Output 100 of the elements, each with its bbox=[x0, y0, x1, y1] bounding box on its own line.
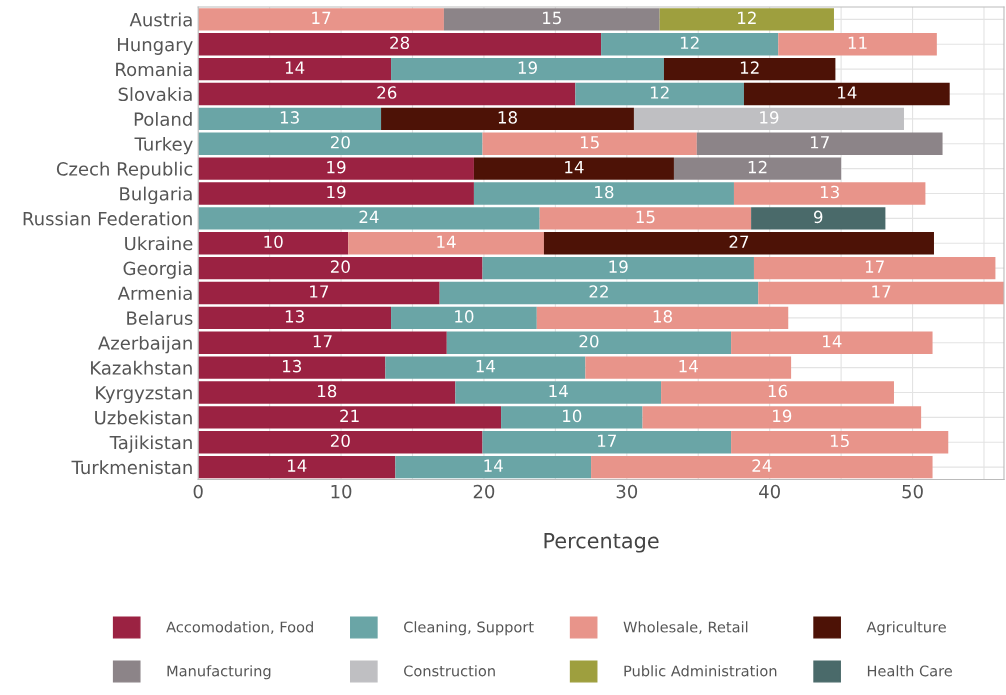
bar bbox=[198, 207, 540, 230]
y-tick-label: Ukraine bbox=[125, 236, 193, 251]
data-label: 12 bbox=[680, 36, 699, 49]
y-tick-label: Kyrgyzstan bbox=[96, 386, 192, 404]
y-tick-label: Poland bbox=[134, 112, 192, 126]
data-label: 15 bbox=[543, 11, 561, 25]
data-label: 18 bbox=[498, 111, 517, 124]
y-tick-label: Belarus bbox=[127, 311, 193, 325]
legend-label: Wholesale, Retail bbox=[623, 621, 748, 634]
data-label: 12 bbox=[738, 11, 756, 24]
bar bbox=[198, 256, 483, 280]
bar bbox=[198, 82, 576, 106]
data-label: 28 bbox=[390, 36, 410, 50]
y-tick-label: Armenia bbox=[117, 286, 192, 301]
data-label: 10 bbox=[455, 310, 474, 323]
data-label: 19 bbox=[518, 61, 537, 74]
data-label: 20 bbox=[579, 334, 599, 348]
data-label: 16 bbox=[768, 384, 788, 398]
data-label: 14 bbox=[287, 459, 307, 472]
bar bbox=[198, 157, 474, 180]
data-label: 24 bbox=[752, 459, 772, 472]
bar bbox=[758, 281, 1004, 305]
bar bbox=[731, 331, 933, 354]
bar bbox=[591, 455, 933, 479]
bar bbox=[733, 182, 926, 205]
data-label: 21 bbox=[340, 409, 359, 422]
bar bbox=[501, 406, 643, 429]
legend-label: Health Care bbox=[867, 665, 952, 677]
bar bbox=[743, 82, 950, 106]
bar bbox=[661, 381, 894, 404]
bar bbox=[443, 8, 660, 31]
data-label: 11 bbox=[848, 36, 867, 49]
bar bbox=[446, 331, 732, 354]
data-label: 14 bbox=[285, 61, 305, 74]
data-label: 17 bbox=[810, 136, 829, 149]
data-label: 18 bbox=[595, 185, 614, 199]
x-tick-label: 30 bbox=[616, 484, 638, 499]
data-label: 14 bbox=[476, 360, 496, 373]
bar bbox=[198, 331, 447, 354]
bar bbox=[751, 207, 886, 230]
legend-label: Accomodation, Food bbox=[166, 621, 313, 634]
bar bbox=[198, 232, 349, 255]
bar bbox=[198, 455, 396, 479]
data-label: 24 bbox=[359, 210, 379, 223]
bar bbox=[198, 406, 502, 429]
legend-label: Agriculture bbox=[866, 621, 946, 636]
bar bbox=[385, 356, 586, 379]
data-label: 14 bbox=[565, 161, 584, 174]
data-label: 12 bbox=[650, 86, 669, 99]
data-label: 13 bbox=[820, 185, 839, 199]
y-tick-label: Romania bbox=[116, 62, 192, 77]
data-label: 27 bbox=[729, 235, 749, 248]
data-label: 19 bbox=[327, 160, 346, 174]
bar bbox=[473, 182, 734, 205]
data-label: 19 bbox=[609, 260, 628, 273]
data-label: 17 bbox=[872, 285, 891, 298]
bar bbox=[198, 182, 474, 205]
y-tick-label: Bulgaria bbox=[120, 186, 192, 205]
data-label: 12 bbox=[740, 61, 759, 74]
data-label: 12 bbox=[748, 160, 767, 174]
y-tick-label: Hungary bbox=[117, 37, 193, 55]
bar bbox=[348, 232, 544, 255]
data-label: 13 bbox=[280, 111, 299, 124]
x-tick-label: 20 bbox=[473, 484, 495, 499]
bar bbox=[575, 82, 744, 106]
data-label: 13 bbox=[285, 310, 304, 323]
bar bbox=[482, 256, 754, 280]
bar bbox=[391, 306, 537, 330]
bar bbox=[198, 306, 392, 330]
bar bbox=[198, 132, 483, 155]
bar bbox=[455, 381, 662, 404]
bar bbox=[198, 381, 456, 404]
data-label: 15 bbox=[830, 434, 849, 448]
data-label: 17 bbox=[865, 260, 884, 273]
data-label: 14 bbox=[484, 459, 503, 472]
bar bbox=[198, 431, 483, 454]
x-tick-label: 40 bbox=[759, 484, 780, 499]
x-tick-label: 0 bbox=[193, 484, 203, 499]
data-label: 17 bbox=[312, 11, 331, 24]
bar bbox=[536, 306, 789, 330]
bar bbox=[198, 57, 392, 81]
bar bbox=[778, 33, 937, 56]
legend-label: Public Administration bbox=[624, 665, 777, 677]
data-label: 14 bbox=[823, 335, 842, 348]
data-label: 19 bbox=[773, 409, 792, 423]
data-label: 14 bbox=[679, 360, 698, 373]
data-label: 14 bbox=[437, 235, 456, 248]
bar bbox=[198, 356, 386, 379]
bar bbox=[482, 431, 732, 454]
bar bbox=[753, 256, 996, 280]
y-tick-label: Georgia bbox=[123, 261, 192, 279]
bar bbox=[473, 157, 674, 180]
data-label: 18 bbox=[653, 310, 672, 323]
bar bbox=[543, 232, 934, 255]
legend-label: Cleaning, Support bbox=[404, 621, 534, 636]
bar bbox=[395, 455, 592, 479]
data-label: 20 bbox=[330, 135, 350, 149]
bar bbox=[482, 132, 697, 155]
y-tick-label: Tajikistan bbox=[109, 435, 192, 453]
bar bbox=[673, 157, 842, 180]
